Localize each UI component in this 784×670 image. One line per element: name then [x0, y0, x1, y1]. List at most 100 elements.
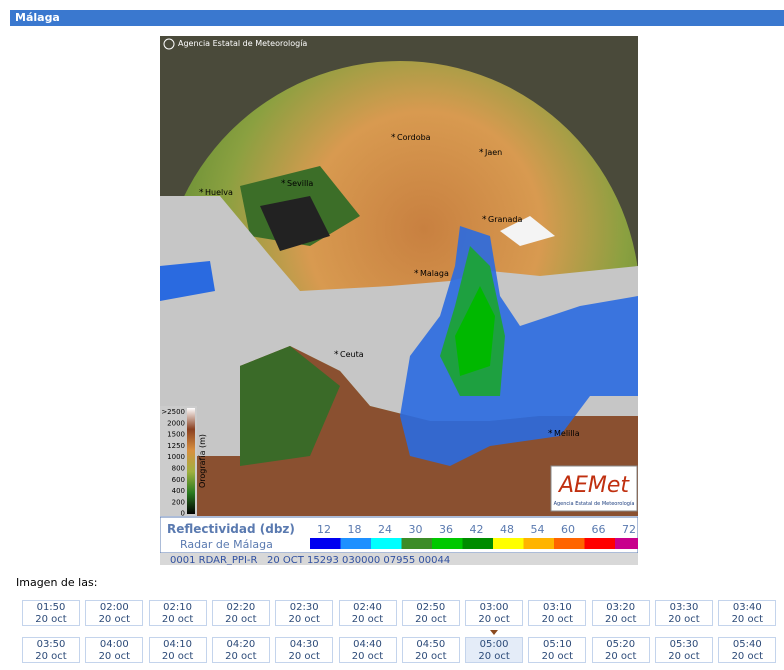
orography-title: Orografía (m) — [198, 434, 207, 488]
time-button[interactable]: 02:00 20 oct — [85, 600, 144, 626]
legend-value: 42 — [470, 523, 484, 536]
legend-swatch — [523, 538, 554, 549]
date: 20 oct — [351, 651, 384, 662]
legend-swatch — [432, 538, 463, 549]
date: 20 oct — [731, 651, 764, 662]
legend-value: 54 — [531, 523, 545, 536]
time: 04:40 — [353, 639, 382, 650]
date: 20 oct — [225, 614, 257, 625]
time-button[interactable]: 04:00 20 oct — [85, 637, 144, 663]
time: 02:50 — [416, 602, 446, 613]
time-button[interactable]: 02:20 20 oct — [211, 600, 270, 626]
time-button[interactable]: 04:40 20 oct — [338, 637, 397, 663]
date: 20 oct — [415, 651, 447, 662]
time-button[interactable]: 03:20 20 oct — [591, 600, 650, 626]
time: 03:50 — [36, 639, 66, 650]
time: 02:30 — [289, 602, 319, 613]
selected-marker — [490, 630, 499, 635]
time: 03:40 — [732, 602, 762, 613]
time: 05:30 — [669, 639, 699, 650]
time: 02:40 — [353, 602, 382, 613]
legend-swatch — [310, 538, 341, 549]
city-marker: * — [414, 269, 419, 279]
date: 20 oct — [288, 651, 320, 662]
time-button[interactable]: 01:50 20 oct — [22, 600, 80, 626]
legend-swatch — [493, 538, 524, 549]
time: 03:00 — [479, 602, 509, 613]
time: 02:00 — [99, 602, 129, 613]
city-marker: * — [199, 188, 204, 198]
legend-swatch — [554, 538, 585, 549]
legend-value: 48 — [500, 523, 514, 536]
time-button[interactable]: 03:00 20 oct — [465, 600, 524, 626]
time-button[interactable]: 02:30 20 oct — [275, 600, 334, 626]
orography-level: 600 — [172, 476, 185, 484]
city-label: Malaga — [420, 269, 449, 278]
orography-level: 1250 — [167, 442, 185, 450]
date: 20 oct — [731, 614, 764, 625]
legend-swatch — [371, 538, 402, 549]
city-marker: * — [391, 133, 396, 143]
orography-level: 1500 — [167, 431, 185, 439]
orography-level: 400 — [172, 487, 185, 495]
date: 20 oct — [161, 651, 194, 662]
time: 05:20 — [606, 639, 636, 650]
orography-level: 1000 — [167, 453, 185, 461]
city-label: Ceuta — [340, 350, 364, 359]
city-label: Cordoba — [397, 133, 431, 142]
time: 05:00 — [479, 639, 509, 650]
legend-value: 36 — [439, 523, 453, 536]
time-button[interactable]: 05:00 20 oct — [465, 637, 524, 663]
date: 20 oct — [604, 614, 637, 625]
time-button[interactable]: 02:10 20 oct — [148, 600, 207, 626]
time-button[interactable]: 04:20 20 oct — [211, 637, 270, 663]
legend-swatch — [615, 538, 638, 549]
city-marker: * — [479, 148, 484, 158]
time-button[interactable]: 05:40 20 oct — [718, 637, 777, 663]
city-label: Jaen — [484, 148, 502, 157]
time-button[interactable]: 03:10 20 oct — [528, 600, 587, 626]
date: 20 oct — [541, 651, 574, 662]
orography-level: >2500 — [161, 408, 185, 416]
time-button[interactable]: 02:50 20 oct — [401, 600, 460, 626]
legend-value: 30 — [409, 523, 423, 536]
orography-level: 0 — [181, 510, 185, 518]
date: 20 oct — [98, 614, 131, 625]
time: 04:10 — [163, 639, 192, 650]
date: 20 oct — [668, 614, 700, 625]
time-button[interactable]: 05:30 20 oct — [655, 637, 713, 663]
time-button[interactable]: 03:50 20 oct — [22, 637, 80, 663]
time-button[interactable]: 04:30 20 oct — [275, 637, 334, 663]
time-button[interactable]: 04:10 20 oct — [148, 637, 207, 663]
legend-swatch — [401, 538, 432, 549]
time-button[interactable]: 02:40 20 oct — [338, 600, 397, 626]
time: 04:20 — [226, 639, 256, 650]
legend-value: 24 — [378, 523, 392, 536]
legend-value: 18 — [348, 523, 362, 536]
legend-value: 60 — [561, 523, 575, 536]
time-button[interactable]: 03:30 20 oct — [655, 600, 713, 626]
city-marker: * — [334, 350, 339, 360]
time-button[interactable]: 05:20 20 oct — [591, 637, 650, 663]
header-title: Málaga — [10, 10, 784, 26]
legend-value: 12 — [317, 523, 331, 536]
time-button[interactable]: 05:10 20 oct — [528, 637, 587, 663]
time-button[interactable]: 03:40 20 oct — [718, 600, 777, 626]
city-label: Sevilla — [287, 179, 313, 188]
time-button[interactable]: 04:50 20 oct — [401, 637, 460, 663]
date: 20 oct — [161, 614, 194, 625]
date: 20 oct — [415, 614, 447, 625]
image-credit: Agencia Estatal de Meteorología — [178, 39, 307, 48]
legend-title: Reflectividad (dbz) — [167, 522, 295, 536]
time: 05:40 — [732, 639, 762, 650]
legend-swatch — [340, 538, 371, 549]
date: 20 oct — [604, 651, 637, 662]
city-label: Granada — [488, 215, 522, 224]
logo-name: AEMet — [557, 473, 630, 498]
time: 03:30 — [669, 602, 699, 613]
legend-subtitle: Radar de Málaga — [180, 538, 273, 551]
legend-swatch — [462, 538, 493, 549]
date: 20 oct — [668, 651, 700, 662]
date: 20 oct — [225, 651, 257, 662]
